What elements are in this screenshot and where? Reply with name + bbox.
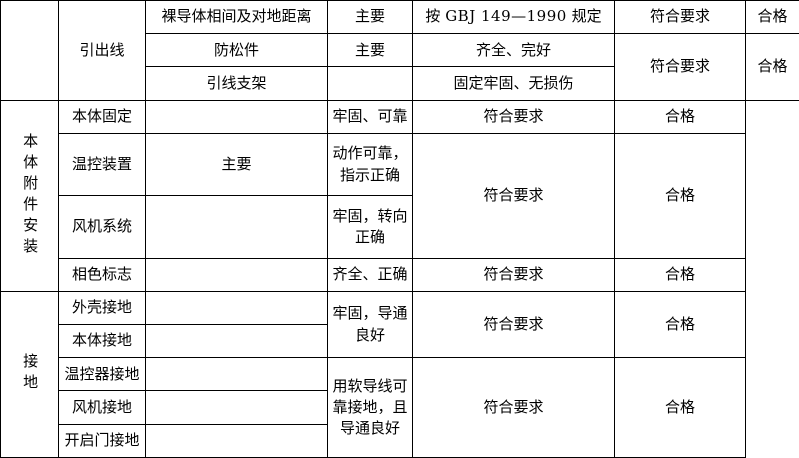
standard-cell: 按 GBJ 149—1990 规定 — [412, 0, 615, 35]
table-row: 防松件 主要 齐全、完好 符合要求 合格 — [1, 33, 799, 101]
part-cell-lead-wire: 引出线 — [58, 0, 146, 101]
item-cell: 风机接地 — [58, 390, 146, 425]
standard-suffix: 规定 — [571, 7, 602, 26]
item-cell: 温控装置 — [58, 132, 146, 197]
item-cell: 开启门接地 — [58, 423, 146, 458]
table-row: 相色标志 齐全、正确 符合要求 合格 — [1, 257, 799, 292]
table-row: 本体接地 — [1, 323, 799, 359]
standard-cell: 齐全、完好 — [412, 33, 615, 68]
conclusion-cell: 合格 — [614, 132, 746, 259]
table-row: 温控装置 主要 动作可靠，指示正确 符合要求 合格 — [1, 132, 799, 259]
conclusion-cell: 合格 — [614, 99, 746, 134]
standard-prefix: 按 — [425, 7, 441, 26]
level-cell — [145, 99, 328, 134]
table-row: 本体附件安装 本体固定 牢固、可靠 符合要求 合格 — [0, 99, 799, 292]
level-cell — [145, 290, 328, 326]
table-row: 风机接地 — [1, 390, 799, 425]
item-cell: 裸导体相间及对地距离 — [145, 0, 328, 35]
item-cell: 温控器接地 — [58, 357, 146, 392]
item-cell: 外壳接地 — [58, 290, 146, 326]
result-cell: 符合要求 — [412, 132, 615, 259]
level-cell — [145, 423, 328, 458]
level-cell — [145, 390, 328, 425]
level-cell — [145, 357, 328, 392]
table-row: 接地 外壳接地 牢固，导通良好 符合要求 合格 — [0, 290, 799, 458]
result-cell: 符合要求 — [412, 357, 615, 458]
standard-cell: 用软导线可靠接地，且导通良好 — [327, 357, 413, 458]
level-cell: 主要 — [145, 132, 328, 197]
level-cell — [145, 257, 328, 292]
item-cell: 本体固定 — [58, 99, 146, 134]
result-cell: 符合要求 — [412, 257, 615, 292]
level-cell — [145, 195, 328, 259]
standard-cell: 牢固、可靠 — [327, 99, 413, 134]
level-cell: 主要 — [327, 0, 413, 35]
table-row: 引线支架 固定牢固、无损伤 — [1, 66, 799, 101]
standard-code: GBJ 149—1990 — [445, 7, 567, 26]
result-cell: 符合要求 — [614, 33, 746, 101]
standard-cell: 牢固，转向正确 — [327, 195, 413, 259]
category-cell-body-accessory-install: 本体附件安装 — [0, 99, 59, 292]
conclusion-cell: 合格 — [614, 290, 746, 359]
conclusion-cell: 合格 — [614, 357, 746, 458]
table-row: 温控器接地 用软导线可靠接地，且导通良好 符合要求 合格 — [1, 357, 799, 458]
level-cell: 主要 — [327, 33, 413, 68]
result-cell: 符合要求 — [412, 290, 615, 359]
table-row: 风机系统 牢固，转向正确 — [1, 195, 799, 259]
item-cell: 相色标志 — [58, 257, 146, 292]
standard-cell: 牢固，导通良好 — [327, 290, 413, 359]
item-cell: 引线支架 — [145, 66, 328, 101]
level-cell — [327, 66, 413, 101]
conclusion-cell: 合格 — [745, 0, 799, 35]
item-cell: 本体接地 — [58, 323, 146, 359]
result-cell: 符合要求 — [614, 0, 746, 35]
table-row: 开启门接地 — [1, 423, 799, 458]
conclusion-cell: 合格 — [614, 257, 746, 292]
conclusion-cell: 合格 — [745, 33, 799, 101]
level-cell — [145, 323, 328, 359]
standard-cell: 固定牢固、无损伤 — [412, 66, 615, 101]
category-cell-grounding: 接地 — [0, 290, 59, 458]
item-cell: 风机系统 — [58, 195, 146, 259]
table-row: 引出线 裸导体相间及对地距离 主要 按 GBJ 149—1990 规定 符合要求… — [0, 0, 799, 101]
standard-cell: 动作可靠，指示正确 — [327, 132, 413, 197]
item-cell: 防松件 — [145, 33, 328, 68]
category-cell-empty — [0, 0, 59, 101]
result-cell: 符合要求 — [412, 99, 615, 134]
standard-cell: 齐全、正确 — [327, 257, 413, 292]
